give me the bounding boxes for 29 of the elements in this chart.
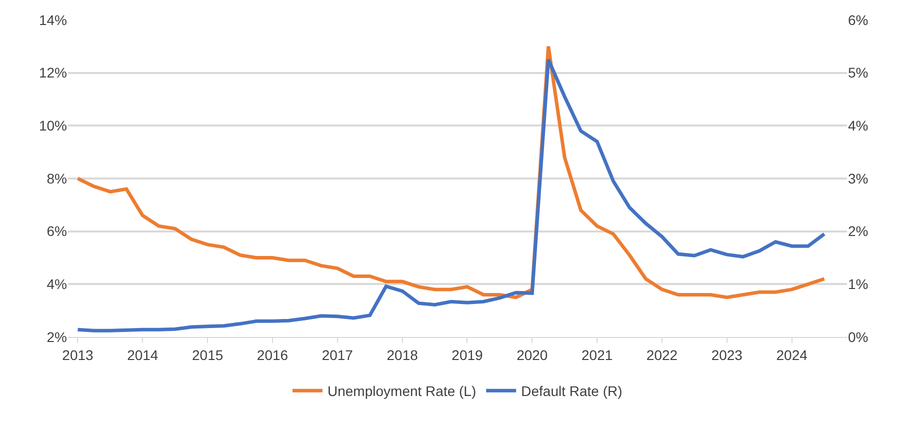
y-tick-label: 8% <box>46 170 67 186</box>
x-tick-label: 2016 <box>256 346 288 363</box>
y2-tick-label: 5% <box>848 64 868 81</box>
x-tick-label: 2015 <box>192 346 224 363</box>
x-tick-label: 2017 <box>322 346 354 363</box>
x-tick-label: 2014 <box>127 346 158 363</box>
x-tick-label: 2013 <box>62 346 94 363</box>
x-tick-label: 2024 <box>776 346 808 363</box>
y-tick-label: 10% <box>38 118 67 134</box>
x-tick-label: 2023 <box>711 346 743 363</box>
y2-tick-label: 1% <box>848 276 868 292</box>
legend-label: Default Rate (R) <box>521 383 622 400</box>
x-tick-label: 2022 <box>646 346 678 363</box>
y2-tick-label: 6% <box>848 12 868 28</box>
y2-tick-label: 3% <box>848 170 868 186</box>
y-tick-label: 6% <box>46 223 67 240</box>
y-tick-label: 4% <box>46 276 67 292</box>
y2-tick-label: 2% <box>848 223 868 240</box>
x-tick-label: 2020 <box>516 346 548 363</box>
line-series <box>76 58 826 332</box>
y-tick-label: 2% <box>46 328 67 345</box>
x-tick-label: 2019 <box>452 346 484 363</box>
legend-label: Unemployment Rate (L) <box>328 383 476 400</box>
y-tick-label: 14% <box>38 12 67 28</box>
y-tick-label: 12% <box>38 64 67 81</box>
x-tick-label: 2018 <box>386 346 418 363</box>
y2-tick-label: 4% <box>848 118 868 134</box>
x-tick-label: 2021 <box>581 346 613 363</box>
y2-tick-label: 0% <box>848 328 868 345</box>
